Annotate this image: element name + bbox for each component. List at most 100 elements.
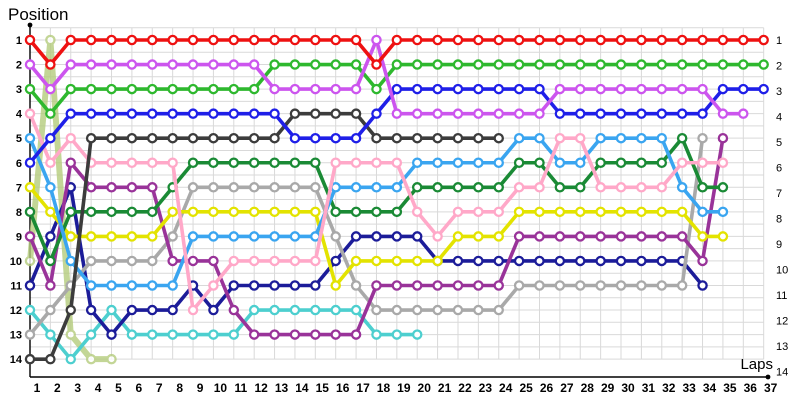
data-point xyxy=(595,157,606,168)
data-point xyxy=(676,59,688,70)
data-point xyxy=(187,206,199,218)
svg-text:20: 20 xyxy=(418,381,432,395)
data-point xyxy=(432,304,443,316)
data-point xyxy=(248,280,260,291)
data-point xyxy=(676,83,688,95)
data-point xyxy=(371,206,382,218)
data-point xyxy=(24,83,36,95)
data-point xyxy=(615,182,627,193)
data-point xyxy=(167,329,178,340)
data-point xyxy=(656,157,668,168)
data-point xyxy=(697,157,708,168)
data-point xyxy=(452,304,464,316)
data-point xyxy=(697,231,708,242)
data-point xyxy=(595,231,606,242)
data-point xyxy=(167,206,178,218)
data-point xyxy=(452,83,464,95)
data-point xyxy=(228,34,240,46)
data-point xyxy=(432,108,443,119)
svg-text:9: 9 xyxy=(197,381,204,395)
data-point xyxy=(330,304,341,316)
data-point xyxy=(554,132,566,144)
data-point xyxy=(147,206,158,218)
data-point xyxy=(248,157,260,168)
data-point xyxy=(697,182,708,193)
data-point xyxy=(45,182,56,193)
data-point xyxy=(758,59,769,70)
data-point xyxy=(330,132,341,144)
series-blue xyxy=(24,83,769,168)
data-point xyxy=(147,108,158,119)
svg-text:10: 10 xyxy=(776,265,788,277)
data-point xyxy=(208,157,219,168)
data-point xyxy=(554,108,566,119)
svg-text:27: 27 xyxy=(560,381,574,395)
svg-text:12: 12 xyxy=(776,316,788,328)
svg-text:18: 18 xyxy=(377,381,391,395)
data-point xyxy=(615,108,627,119)
data-point xyxy=(554,59,566,70)
data-point xyxy=(248,304,260,316)
svg-text:12: 12 xyxy=(255,381,269,395)
data-point xyxy=(391,280,403,291)
data-point xyxy=(350,182,362,193)
data-point xyxy=(636,34,647,46)
data-point xyxy=(126,108,138,119)
data-point xyxy=(432,59,443,70)
data-point xyxy=(106,182,117,193)
data-point xyxy=(452,34,464,46)
data-point xyxy=(513,206,525,218)
data-point xyxy=(228,182,240,193)
data-point xyxy=(615,280,627,291)
data-point xyxy=(452,206,464,218)
svg-text:6: 6 xyxy=(776,163,782,175)
data-point xyxy=(167,255,178,267)
data-point xyxy=(208,132,219,144)
data-point xyxy=(656,59,668,70)
data-point xyxy=(289,157,301,168)
series-navy xyxy=(24,182,708,340)
data-point xyxy=(228,59,240,70)
data-point xyxy=(65,206,77,218)
data-point xyxy=(411,206,423,218)
data-point xyxy=(473,34,484,46)
data-point xyxy=(575,132,586,144)
data-point xyxy=(24,329,36,340)
data-point xyxy=(85,108,97,119)
data-point xyxy=(534,132,545,144)
svg-text:23: 23 xyxy=(479,381,493,395)
data-point xyxy=(310,255,321,267)
data-point xyxy=(126,255,138,267)
data-point xyxy=(187,83,199,95)
data-point xyxy=(350,206,362,218)
data-point xyxy=(45,304,56,316)
data-point xyxy=(208,329,219,340)
x-axis-label: Laps xyxy=(740,356,773,373)
data-point xyxy=(738,108,749,119)
svg-text:19: 19 xyxy=(397,381,411,395)
data-point xyxy=(289,132,301,144)
data-point xyxy=(330,108,341,119)
data-point xyxy=(289,231,301,242)
data-point xyxy=(24,206,36,218)
data-point xyxy=(269,108,280,119)
data-point xyxy=(187,157,199,168)
data-point xyxy=(656,231,668,242)
data-point xyxy=(147,59,158,70)
data-point xyxy=(473,304,484,316)
data-point xyxy=(513,182,525,193)
data-point xyxy=(432,231,443,242)
data-point xyxy=(473,83,484,95)
series-magenta xyxy=(24,34,749,119)
data-point xyxy=(208,108,219,119)
svg-text:10: 10 xyxy=(214,381,228,395)
data-point xyxy=(85,280,97,291)
data-point xyxy=(65,304,77,316)
data-point xyxy=(473,157,484,168)
data-point xyxy=(473,182,484,193)
data-point xyxy=(208,280,219,291)
data-point xyxy=(289,329,301,340)
data-point xyxy=(697,255,708,267)
svg-text:7: 7 xyxy=(156,381,163,395)
data-point xyxy=(391,231,403,242)
